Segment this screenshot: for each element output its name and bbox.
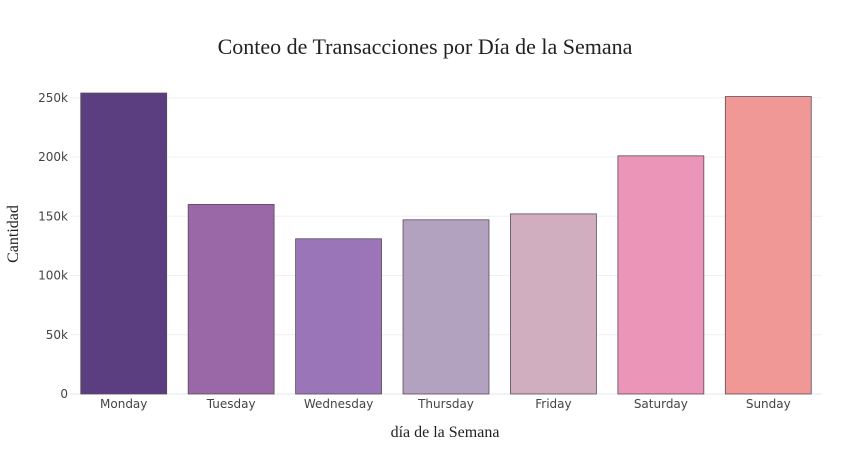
bar-saturday[interactable] [617, 155, 705, 395]
x-tick-label: Thursday [417, 397, 474, 411]
x-tick-label: Friday [535, 397, 571, 411]
y-axis-title: Cantidad [5, 205, 22, 263]
y-tick-label: 50k [46, 328, 68, 342]
chart-title: Conteo de Transacciones por Día de la Se… [218, 34, 633, 59]
y-tick-label: 200k [38, 150, 68, 164]
y-tick-label: 0 [60, 387, 68, 401]
bar-thursday[interactable] [402, 219, 490, 395]
x-tick-label: Wednesday [304, 397, 373, 411]
x-tick-label: Saturday [634, 397, 688, 411]
y-axis-ticks: 0 50k 100k 150k 200k 250k [38, 91, 68, 401]
x-tick-label: Monday [100, 397, 147, 411]
bar-sunday[interactable] [724, 96, 812, 395]
bar-wednesday[interactable] [295, 238, 382, 395]
x-tick-label: Sunday [746, 397, 791, 411]
y-tick-label: 100k [38, 269, 68, 283]
bar-tuesday[interactable] [187, 204, 275, 395]
y-tick-label: 150k [38, 209, 68, 223]
bar-friday[interactable] [510, 213, 597, 395]
bar-monday[interactable] [80, 92, 168, 395]
x-axis-ticks: Monday Tuesday Wednesday Thursday Friday Satu… [100, 397, 791, 411]
x-tick-label: Tuesday [206, 397, 256, 411]
x-axis-title: día de la Semana [391, 424, 500, 441]
bars [80, 92, 812, 395]
y-tick-label: 250k [38, 91, 68, 105]
